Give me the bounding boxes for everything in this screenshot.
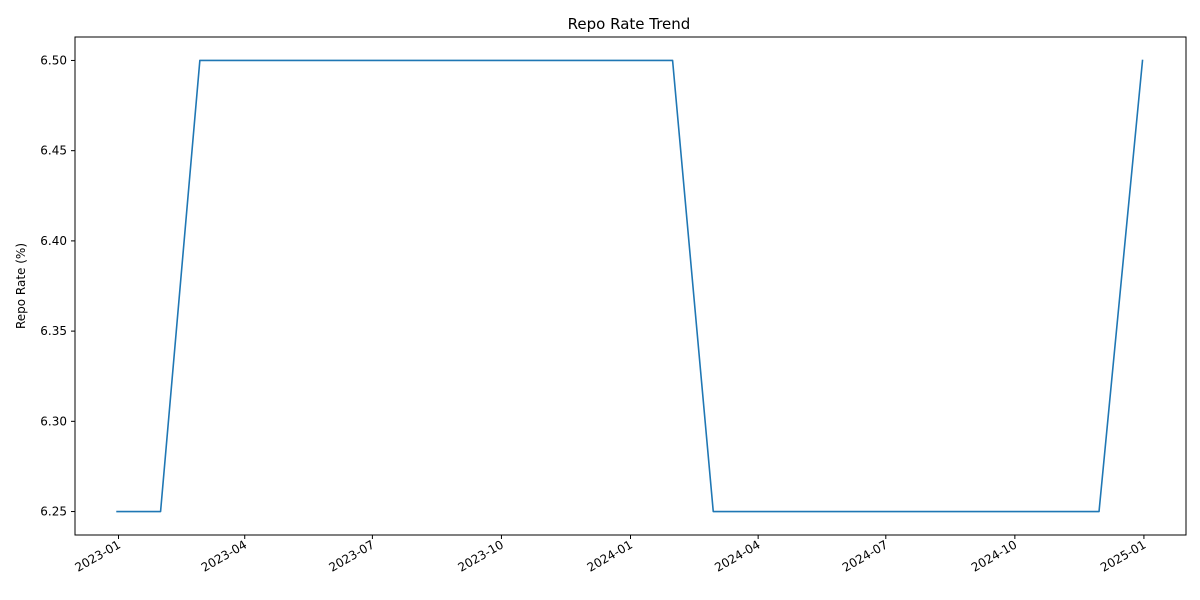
chart-title: Repo Rate Trend xyxy=(568,15,691,33)
y-tick-label: 6.50 xyxy=(40,53,67,67)
y-axis-label: Repo Rate (%) xyxy=(14,243,28,329)
y-tick-label: 6.40 xyxy=(40,234,67,248)
y-tick-label: 6.45 xyxy=(40,144,67,158)
y-tick-label: 6.25 xyxy=(40,505,67,519)
y-tick-label: 6.30 xyxy=(40,414,67,428)
series-line-0 xyxy=(116,59,1144,513)
y-tick-label: 6.35 xyxy=(40,324,67,338)
axes-frame xyxy=(74,36,1187,536)
